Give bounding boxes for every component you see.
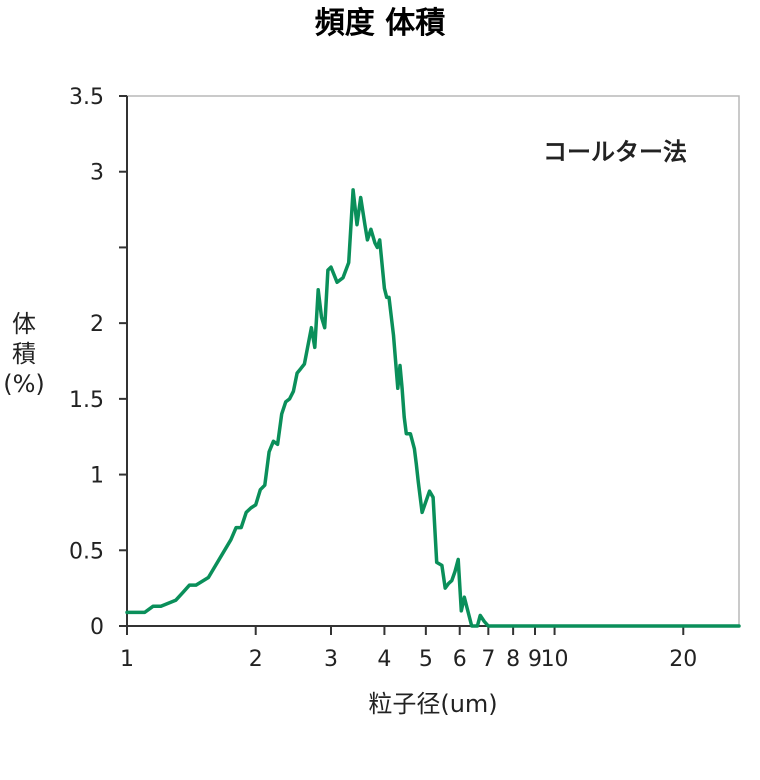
x-tick-label: 1 <box>120 647 134 672</box>
y-tick-label: 3 <box>90 161 104 186</box>
y-ticks: 0 0.5 1 1.5 2 3 3.5 <box>69 85 127 640</box>
x-tick-label: 8 <box>506 647 520 672</box>
y-tick-label: 1.5 <box>69 388 104 413</box>
chart-title: 頻度 体積 <box>315 6 445 41</box>
y-axis-label: 体 積 (%) <box>3 310 45 398</box>
x-tick-label: 10 <box>541 647 569 672</box>
y-tick-label: 3.5 <box>69 85 104 110</box>
y-axis-label-char-3: (%) <box>3 370 45 398</box>
x-tick-label: 5 <box>419 647 433 672</box>
x-ticks: 1 2 3 4 5 6 7 8 910 20 <box>120 626 697 672</box>
y-axis-label-char-1: 体 <box>12 310 36 338</box>
y-tick-label: 2 <box>90 312 104 337</box>
annotation-label: コールター法 <box>543 138 687 166</box>
x-tick-label: 3 <box>324 647 338 672</box>
y-tick-label: 1 <box>90 464 104 489</box>
y-axis-label-char-2: 積 <box>12 340 36 368</box>
y-tick-label: 0.5 <box>69 539 104 564</box>
x-tick-label: 20 <box>669 647 697 672</box>
x-tick-label: 4 <box>377 647 391 672</box>
x-tick-label: 7 <box>481 647 495 672</box>
series-line <box>125 188 741 628</box>
plot-area <box>126 95 740 627</box>
x-axis-label: 粒子径(um) <box>368 690 497 718</box>
y-tick-label: 0 <box>90 615 104 640</box>
x-tick-label: 9 <box>528 647 542 672</box>
x-tick-label: 6 <box>453 647 467 672</box>
x-tick-label: 2 <box>249 647 263 672</box>
